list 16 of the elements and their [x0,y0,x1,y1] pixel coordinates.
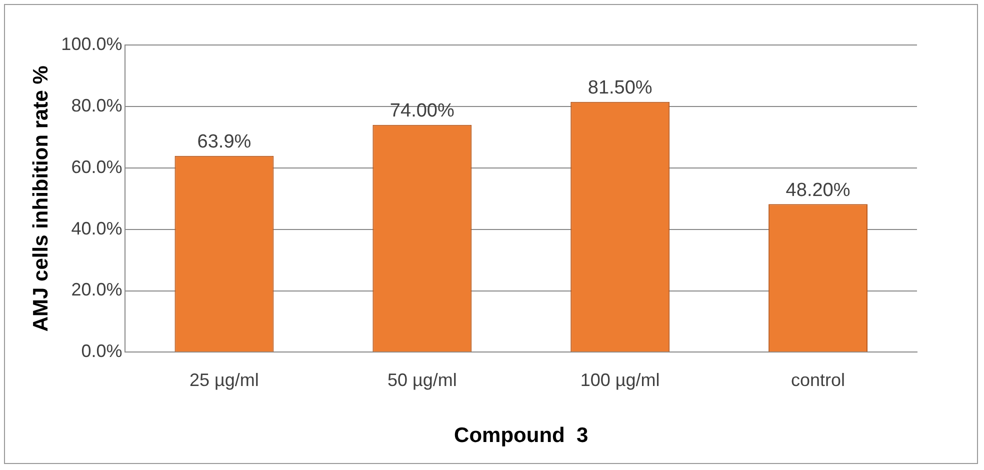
y-tick-label: 20.0% [71,280,122,300]
data-label: 81.50% [588,78,652,99]
x-axis-title: Compound 3 [454,424,588,448]
x-tick-label: control [791,370,846,390]
y-tick-label: 0.0% [81,341,122,362]
y-tick-label: 40.0% [71,218,122,238]
x-tick-label: 100 µg/ml [580,370,660,390]
data-label: 74.00% [390,100,454,122]
y-tick-label: 80.0% [71,95,122,116]
data-label: 63.9% [197,132,252,153]
x-tick-label: 25 µg/ml [190,370,259,390]
data-label: 48.20% [786,180,850,201]
x-tick-label: 50 µg/ml [387,370,457,390]
y-axis-title: AMJ cells inhibition rate % [29,65,52,332]
y-tick-label: 60.0% [71,156,122,177]
y-tick-label: 100.0% [61,34,122,54]
